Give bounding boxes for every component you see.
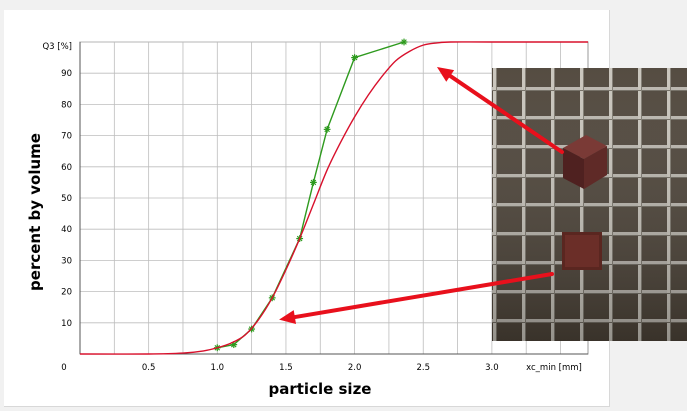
x-tick-label: 2.0 bbox=[348, 363, 362, 373]
annotation-arrows bbox=[279, 66, 564, 324]
y-tick-label: 40 bbox=[61, 225, 72, 235]
y-tick-label: 20 bbox=[61, 288, 72, 298]
y-tick-label: 80 bbox=[61, 100, 72, 110]
series-line-1 bbox=[79, 41, 588, 355]
cube-particle bbox=[563, 135, 607, 189]
annotation-arrow-shaft bbox=[292, 272, 554, 320]
x-axis-caption: xc_min [mm] bbox=[526, 363, 582, 373]
x-tick-label: 1.0 bbox=[211, 363, 225, 373]
y-tick-label: 70 bbox=[61, 132, 72, 142]
x-tick-label: 0 bbox=[61, 363, 66, 373]
x-tick-label: 3.0 bbox=[485, 363, 499, 373]
data-point-marker bbox=[323, 125, 331, 133]
y-axis-label: percent by volume bbox=[26, 133, 44, 291]
x-tick-label: 0.5 bbox=[142, 363, 156, 373]
y-tick-label: 30 bbox=[61, 256, 72, 266]
annotation-arrow-shaft bbox=[448, 73, 564, 154]
annotation-arrow-head bbox=[436, 66, 455, 82]
series bbox=[79, 38, 588, 355]
tick-labels: 0 0.5 1.0 1.5 2.0 2.5 3.0 10 20 30 40 50 60 70 80 90 bbox=[61, 69, 498, 373]
data-point-marker bbox=[310, 178, 317, 186]
y-tick-label: 10 bbox=[61, 319, 72, 329]
x-axis-label: particle size bbox=[268, 380, 372, 398]
annotation-arrow-head bbox=[279, 310, 297, 324]
sieve-photo-shading bbox=[492, 68, 687, 341]
square-particle bbox=[562, 232, 602, 270]
data-point-marker bbox=[351, 54, 358, 61]
y-tick-label: 50 bbox=[61, 194, 72, 204]
sieve-photo bbox=[492, 68, 687, 341]
data-point-marker bbox=[400, 38, 408, 46]
x-tick-label: 2.5 bbox=[416, 363, 430, 373]
y-tick-label: 90 bbox=[61, 69, 72, 79]
x-tick-label: 1.5 bbox=[279, 363, 293, 373]
y-tick-label: 60 bbox=[61, 163, 72, 173]
y-axis-caption: Q3 [%] bbox=[42, 42, 72, 52]
